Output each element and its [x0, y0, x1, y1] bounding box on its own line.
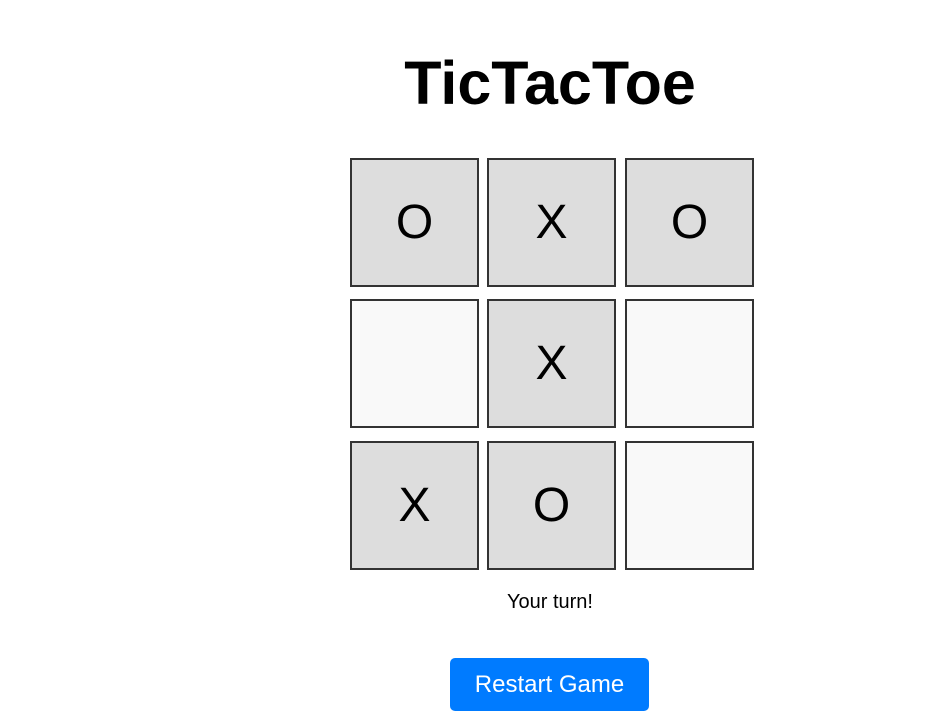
- board-cell-9[interactable]: [625, 441, 754, 570]
- game-board: O X O X X O: [350, 158, 755, 571]
- board-cell-7[interactable]: X: [350, 441, 479, 570]
- board-cell-5[interactable]: X: [487, 299, 616, 428]
- turn-status: Your turn!: [507, 591, 593, 613]
- board-cell-1[interactable]: O: [350, 158, 479, 287]
- board-cell-8[interactable]: O: [487, 441, 616, 570]
- board-cell-4[interactable]: [350, 299, 479, 428]
- board-cell-6[interactable]: [625, 299, 754, 428]
- game-title: TicTacToe: [404, 49, 696, 117]
- board-cell-3[interactable]: O: [625, 158, 754, 287]
- board-cell-2[interactable]: X: [487, 158, 616, 287]
- restart-game-button[interactable]: Restart Game: [450, 658, 649, 711]
